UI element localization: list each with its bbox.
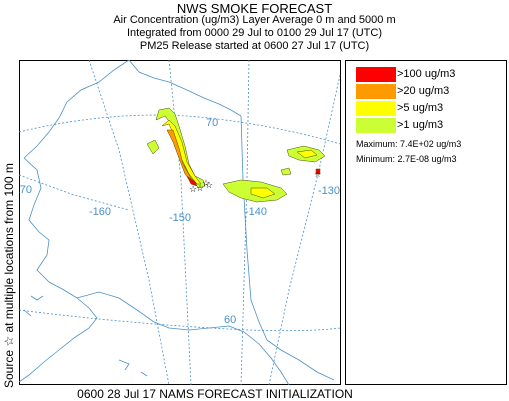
source-star-5: ☆ xyxy=(314,170,321,179)
meridian-130 xyxy=(268,74,341,386)
forecast-title: NWS SMOKE FORECAST xyxy=(176,1,333,16)
south-coast xyxy=(76,291,290,386)
parallel-60 xyxy=(18,309,341,332)
legend: >100 ug/m3 >20 ug/m3 >5 ug/m3 >1 ug/m3 M… xyxy=(345,60,507,385)
lat-label-70: 70 xyxy=(206,117,218,129)
legend-swatch-5 xyxy=(356,101,396,116)
forecast-initialization: 0600 28 Jul 17 NAMS FORECAST INITIALIZAT… xyxy=(77,387,353,401)
meridian-150 xyxy=(168,59,192,386)
legend-label-100: >100 ug/m3 xyxy=(397,68,456,80)
smoke-map: ☆ ☆ ☆ ☆ ☆ -170 -160 -150 -140 -130 70 60 xyxy=(10,59,341,386)
meridian-140 xyxy=(240,59,250,386)
lon-label-130: -130 xyxy=(318,185,340,197)
lon-label-160: -160 xyxy=(89,206,111,218)
source-star-4: ☆ xyxy=(205,180,213,190)
concentration-subtitle: Air Concentration (ug/m3) Layer Average … xyxy=(113,14,396,26)
panhandle xyxy=(266,339,335,381)
source-star-2: ☆ xyxy=(196,183,204,193)
source-star-3: ☆ xyxy=(202,178,210,188)
legend-label-5: >5 ug/m3 xyxy=(397,102,444,114)
maximum-value: Maximum: 7.4E+02 ug/m3 xyxy=(356,139,462,149)
smoke-plume-main xyxy=(146,107,206,189)
border xyxy=(240,115,268,341)
lon-label-170: -170 xyxy=(19,184,32,196)
map-svg: ☆ ☆ ☆ ☆ ☆ -170 -160 -150 -140 -130 70 60 xyxy=(10,59,341,386)
legend-swatch-20 xyxy=(356,84,396,99)
northwest-coast xyxy=(23,59,130,159)
coastlines xyxy=(18,59,335,386)
graticule xyxy=(18,59,341,386)
smoke-plume-east xyxy=(222,145,326,203)
parallel-70 xyxy=(18,114,341,145)
legend-swatch-100 xyxy=(356,67,396,82)
integration-period: Integrated from 0000 29 Jul to 0100 29 J… xyxy=(127,27,382,39)
lon-label-140: -140 xyxy=(245,206,267,218)
source-label: Source ☆ at multiple locations from 100 … xyxy=(2,163,16,388)
north-coast xyxy=(128,59,242,117)
lat-label-60: 60 xyxy=(224,314,236,326)
legend-label-1: >1 ug/m3 xyxy=(397,119,444,131)
islands xyxy=(23,295,148,377)
lon-label-150: -150 xyxy=(169,212,191,224)
minimum-value: Minimum: 2.7E-08 ug/m3 xyxy=(356,154,457,164)
meridian-160 xyxy=(88,59,170,386)
west-coast xyxy=(23,157,78,299)
source-markers: ☆ ☆ ☆ ☆ ☆ xyxy=(189,170,321,194)
legend-swatch-1 xyxy=(356,118,396,133)
meridian-170 xyxy=(18,174,130,211)
peninsula xyxy=(18,297,98,383)
source-star-1: ☆ xyxy=(189,184,197,194)
legend-label-20: >20 ug/m3 xyxy=(397,85,450,97)
release-start: PM25 Release started at 0600 27 Jul 17 (… xyxy=(139,40,370,52)
